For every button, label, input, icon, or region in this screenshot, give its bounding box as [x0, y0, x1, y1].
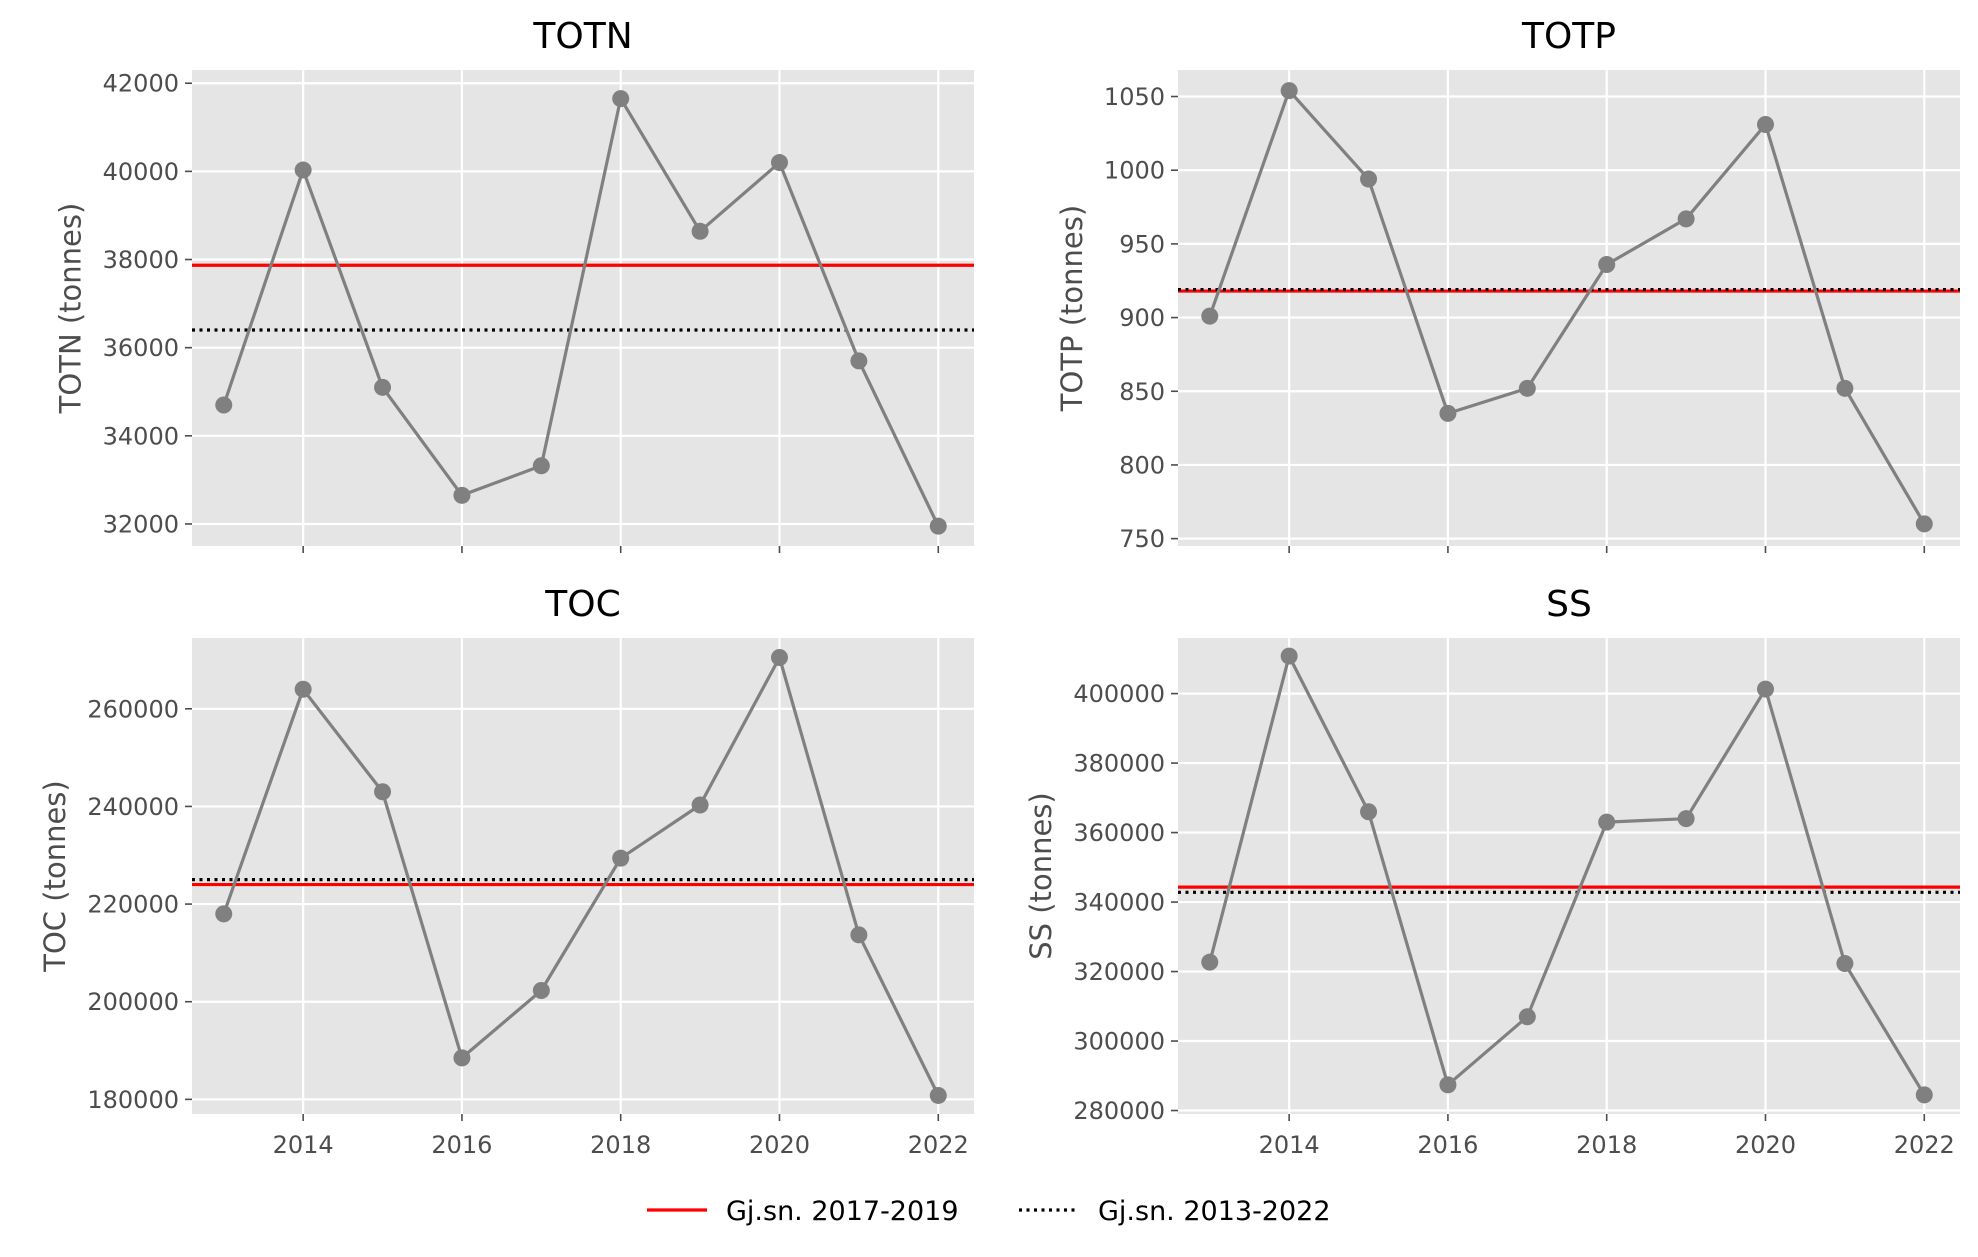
data-point [612, 849, 630, 867]
data-point [1836, 379, 1854, 397]
series-line-ss [1208, 654, 1926, 1096]
data-point [1677, 210, 1695, 228]
data-point [691, 222, 709, 240]
panel-ss: 280000 300000 320000 340000 360000 380000 4000… [1024, 584, 1960, 1159]
data-point [850, 926, 868, 944]
y-tick-label: 1050 [1104, 83, 1165, 111]
y-axis-label-toc: TOC (tonnes) [38, 780, 72, 972]
y-tick-label: 850 [1119, 378, 1165, 406]
data-point [929, 517, 947, 535]
plot-area-ss [1178, 638, 1960, 1114]
data-point [770, 649, 788, 667]
y-tick-label: 280000 [1073, 1097, 1165, 1125]
y-tick-label: 260000 [87, 695, 179, 723]
panel-title-totp: TOTP [1521, 16, 1616, 57]
y-tick-label: 950 [1119, 230, 1165, 258]
chart-panels: 32000 34000 36000 38000 40000 42000 TOTN TOTN (… [38, 16, 1960, 1159]
data-point [691, 796, 709, 814]
data-point [294, 680, 312, 698]
y-tick-label: 400000 [1073, 680, 1165, 708]
data-point [1756, 680, 1774, 698]
data-point [612, 90, 630, 108]
y-tick-label: 300000 [1073, 1028, 1165, 1056]
x-tick-label: 2022 [1894, 1131, 1955, 1159]
data-point [453, 486, 471, 504]
y-tick-label: 220000 [87, 891, 179, 919]
x-tick-label: 2016 [1417, 1131, 1478, 1159]
data-point [1360, 803, 1378, 821]
panel-totn: 32000 34000 36000 38000 40000 42000 TOTN TOTN (… [54, 16, 974, 553]
data-point [215, 905, 233, 923]
y-tick-label: 340000 [1073, 889, 1165, 917]
data-point [1598, 813, 1616, 831]
x-tick-label: 2022 [908, 1131, 969, 1159]
y-tick-label: 900 [1119, 304, 1165, 332]
y-tick-label: 320000 [1073, 958, 1165, 986]
panel-totp: 750 800 850 900 950 1000 1050 TOTP TOTP (tonnes) [1055, 16, 1960, 553]
y-tick-label: 180000 [87, 1086, 179, 1114]
y-tick-label: 38000 [103, 246, 179, 274]
panel-title-ss: SS [1546, 584, 1592, 625]
data-point [929, 1086, 947, 1104]
data-point [294, 161, 312, 179]
y-tick-label: 42000 [103, 70, 179, 98]
data-point [453, 1049, 471, 1067]
data-point [1836, 955, 1854, 973]
legend-label-mean-2013-2022: Gj.sn. 2013-2022 [1098, 1196, 1331, 1227]
data-point [1598, 256, 1616, 274]
data-point [1915, 1086, 1933, 1104]
x-tick-label: 2016 [431, 1131, 492, 1159]
data-point [532, 457, 550, 475]
y-axis-label-totn: TOTN (tonnes) [54, 203, 88, 415]
data-point [1439, 1076, 1457, 1094]
y-axis-label-ss: SS (tonnes) [1024, 792, 1058, 960]
data-point [374, 378, 392, 396]
panel-title-toc: TOC [544, 584, 620, 625]
data-point [215, 396, 233, 414]
y-tick-label: 40000 [103, 158, 179, 186]
y-tick-label: 800 [1119, 451, 1165, 479]
data-point [1518, 379, 1536, 397]
data-point [1439, 404, 1457, 422]
y-tick-label: 360000 [1073, 819, 1165, 847]
x-tick-label: 2020 [1735, 1131, 1796, 1159]
x-tick-label: 2020 [749, 1131, 810, 1159]
y-tick-label: 36000 [103, 334, 179, 362]
y-tick-label: 750 [1119, 525, 1165, 553]
data-point [1201, 953, 1219, 971]
plot-area-totp [1178, 70, 1960, 546]
x-tick-label: 2018 [590, 1131, 651, 1159]
y-tick-label: 200000 [87, 988, 179, 1016]
series-line-totp [1208, 88, 1926, 525]
series-line-totn [222, 96, 940, 527]
data-point [374, 783, 392, 801]
data-point [1280, 82, 1298, 100]
series-line-toc [222, 655, 940, 1097]
data-point [1677, 810, 1695, 828]
data-point [770, 154, 788, 172]
y-axis-label-totp: TOTP (tonnes) [1055, 205, 1089, 412]
y-tick-label: 32000 [103, 510, 179, 538]
y-tick-label: 34000 [103, 422, 179, 450]
data-point [1915, 515, 1933, 533]
data-point [1201, 307, 1219, 325]
legend: Gj.sn. 2017-2019 Gj.sn. 2013-2022 [647, 1196, 1331, 1227]
data-point [1280, 647, 1298, 665]
data-point [1360, 170, 1378, 188]
data-point [532, 981, 550, 999]
x-tick-label: 2014 [1259, 1131, 1320, 1159]
data-point [1518, 1008, 1536, 1026]
y-tick-label: 240000 [87, 793, 179, 821]
data-point [1756, 116, 1774, 134]
legend-label-mean-2017-2019: Gj.sn. 2017-2019 [726, 1196, 959, 1227]
data-point [850, 352, 868, 370]
y-tick-label: 380000 [1073, 750, 1165, 778]
panel-toc: 180000 200000 220000 240000 260000 2014 2016 20… [38, 584, 974, 1159]
x-tick-label: 2018 [1576, 1131, 1637, 1159]
plot-area-totn [192, 70, 974, 546]
panel-title-totn: TOTN [532, 16, 632, 57]
x-tick-label: 2014 [273, 1131, 334, 1159]
y-tick-label: 1000 [1104, 157, 1165, 185]
